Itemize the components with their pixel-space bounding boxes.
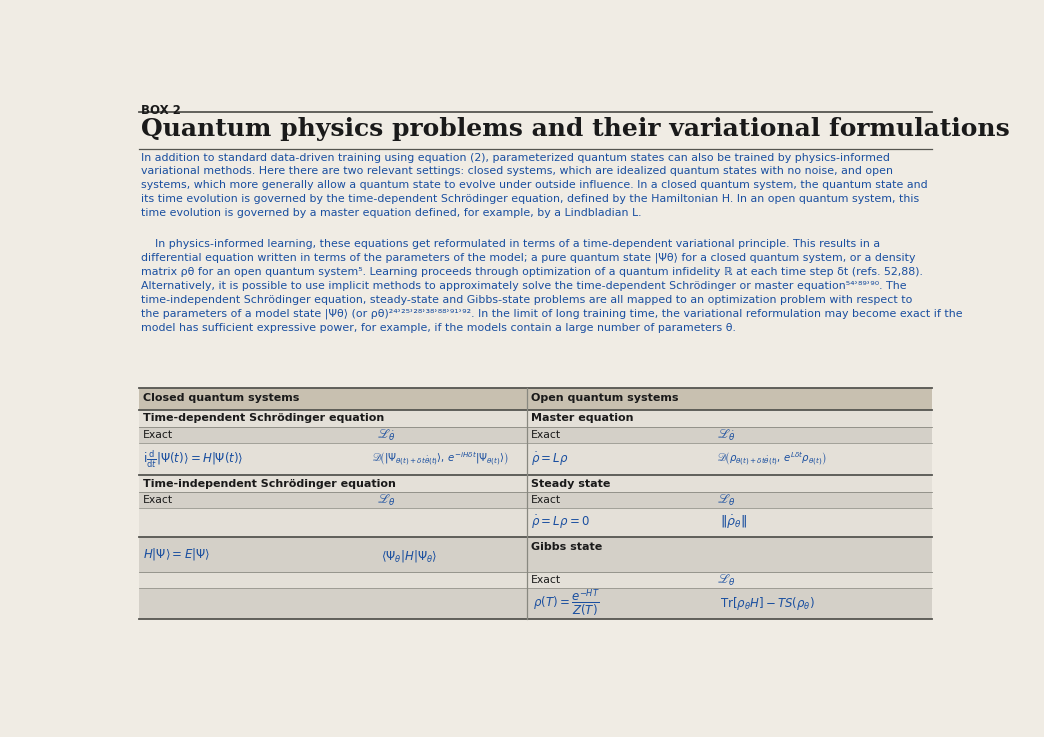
Text: Steady state: Steady state — [531, 479, 611, 489]
Text: $\rho(T) = \dfrac{e^{-HT}}{Z(T)}$: $\rho(T) = \dfrac{e^{-HT}}{Z(T)}$ — [533, 588, 600, 619]
Text: $\mathscr{L}_{\theta}$: $\mathscr{L}_{\theta}$ — [717, 572, 736, 588]
Text: Time-independent Schrödinger equation: Time-independent Schrödinger equation — [143, 479, 396, 489]
Text: Exact: Exact — [531, 430, 561, 439]
Text: $\dot{\rho} = L\rho$: $\dot{\rho} = L\rho$ — [531, 450, 569, 468]
Text: Master equation: Master equation — [531, 413, 634, 423]
Text: $\mathscr{D}\!\left(\rho_{\theta(t)+\delta t\dot{\theta}(t)},\,e^{L\delta t}\rho: $\mathscr{D}\!\left(\rho_{\theta(t)+\del… — [717, 450, 827, 467]
Bar — [527, 537, 931, 572]
Text: Time-dependent Schrödinger equation: Time-dependent Schrödinger equation — [143, 413, 384, 423]
Text: $\mathscr{D}\!\left(|\Psi_{\theta(t)+\delta t\dot{\theta}(t)}\rangle,\,e^{-iH\de: $\mathscr{D}\!\left(|\Psi_{\theta(t)+\de… — [372, 450, 508, 467]
Text: $H|\Psi\rangle = E|\Psi\rangle$: $H|\Psi\rangle = E|\Psi\rangle$ — [143, 546, 210, 562]
Text: $\dot{\rho} = L\rho = 0$: $\dot{\rho} = L\rho = 0$ — [531, 514, 590, 531]
Bar — [527, 509, 931, 537]
Text: In physics-informed learning, these equations get reformulated in terms of a tim: In physics-informed learning, these equa… — [141, 239, 963, 333]
Text: Exact: Exact — [531, 495, 561, 506]
Bar — [139, 427, 527, 442]
Text: $\mathscr{L}_{\dot{\theta}}$: $\mathscr{L}_{\dot{\theta}}$ — [377, 427, 397, 443]
Text: $\left\|\dot{\rho}_{\theta}\right\|$: $\left\|\dot{\rho}_{\theta}\right\|$ — [719, 514, 746, 531]
Bar — [527, 427, 931, 442]
Text: Exact: Exact — [531, 575, 561, 585]
Text: $\mathscr{L}_{\theta}$: $\mathscr{L}_{\theta}$ — [717, 492, 736, 509]
Text: Gibbs state: Gibbs state — [531, 542, 602, 551]
Bar — [527, 492, 931, 509]
Text: Exact: Exact — [143, 495, 172, 506]
Text: $\mathrm{Tr}[\rho_{\theta}H] - TS(\rho_{\theta})$: $\mathrm{Tr}[\rho_{\theta}H] - TS(\rho_{… — [719, 595, 814, 612]
Bar — [527, 442, 931, 475]
Bar — [139, 388, 527, 410]
Bar — [139, 475, 527, 492]
Bar — [527, 388, 931, 410]
Text: $\mathrm{i}\frac{\mathrm{d}}{\mathrm{d}t}|\Psi(t)\rangle = H|\Psi(t)\rangle$: $\mathrm{i}\frac{\mathrm{d}}{\mathrm{d}t… — [143, 448, 243, 470]
Bar — [527, 588, 931, 619]
Bar — [527, 572, 931, 588]
Bar — [139, 410, 527, 427]
Bar — [139, 509, 527, 537]
Text: Exact: Exact — [143, 430, 172, 439]
Text: $\langle\Psi_{\theta}|H|\Psi_{\theta}\rangle$: $\langle\Psi_{\theta}|H|\Psi_{\theta}\ra… — [381, 548, 437, 564]
Text: Quantum physics problems and their variational formulations: Quantum physics problems and their varia… — [141, 116, 1010, 141]
Bar — [139, 572, 527, 588]
Text: $\mathscr{L}_{\dot{\theta}}$: $\mathscr{L}_{\dot{\theta}}$ — [717, 427, 736, 443]
Bar — [139, 588, 527, 619]
Bar — [527, 410, 931, 427]
Bar — [139, 537, 527, 572]
Bar — [139, 492, 527, 509]
Bar — [139, 442, 527, 475]
Text: In addition to standard data-driven training using equation (2), parameterized q: In addition to standard data-driven trai… — [141, 153, 928, 218]
Text: Open quantum systems: Open quantum systems — [531, 394, 679, 403]
Text: BOX 2: BOX 2 — [141, 105, 181, 117]
Bar — [527, 475, 931, 492]
Text: $\mathscr{L}_{\theta}$: $\mathscr{L}_{\theta}$ — [377, 492, 397, 509]
Text: Closed quantum systems: Closed quantum systems — [143, 394, 299, 403]
